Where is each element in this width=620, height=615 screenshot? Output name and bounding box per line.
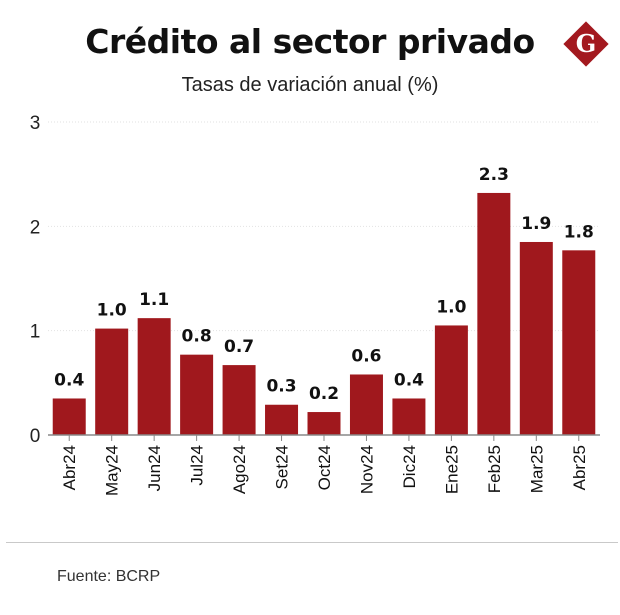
chart-subtitle: Tasas de variación anual (%) — [181, 74, 439, 96]
logo-letter: G — [576, 29, 597, 58]
bar-Abr25 — [562, 250, 596, 435]
bar-Jun24 — [137, 318, 171, 435]
x-tick-label-Ene25: Ene25 — [442, 445, 461, 494]
data-label-Jun24: 1.1 — [139, 290, 169, 310]
x-tick-label-Nov24: Nov24 — [357, 445, 376, 494]
x-tick-label-Oct24: Oct24 — [315, 445, 334, 490]
bar-Nov24 — [349, 374, 383, 435]
y-tick-label-3: 3 — [30, 113, 41, 134]
bar-Oct24 — [307, 412, 341, 435]
bar-Dic24 — [392, 398, 426, 435]
bar-Set24 — [265, 404, 299, 435]
data-label-Ago24: 0.7 — [224, 337, 254, 357]
bar-Mar25 — [519, 241, 553, 435]
footer-divider — [6, 542, 618, 543]
data-label-Jul24: 0.8 — [182, 327, 212, 347]
data-label-Dic24: 0.4 — [394, 370, 424, 390]
data-label-Abr24: 0.4 — [54, 370, 84, 390]
data-label-Feb25: 2.3 — [479, 165, 509, 185]
data-label-May24: 1.0 — [97, 301, 127, 321]
y-tick-label-1: 1 — [30, 322, 41, 343]
x-tick-label-Mar25: Mar25 — [527, 445, 546, 493]
data-label-Ene25: 1.0 — [436, 297, 466, 317]
x-tick-label-Jul24: Jul24 — [188, 445, 207, 486]
data-label-Mar25: 1.9 — [521, 214, 551, 234]
data-label-Abr25: 1.8 — [564, 222, 594, 242]
data-label-Set24: 0.3 — [266, 377, 296, 397]
bar-chart: 0 1 2 3 0.4 Abr24 1.0 May24 1.1 Jun24 0.8 Jul24 0.7 A… — [30, 113, 600, 496]
x-tick-label-Ago24: Ago24 — [230, 445, 249, 494]
source-note: Fuente: BCRP — [57, 568, 161, 585]
bar-Jul24 — [180, 354, 214, 435]
x-tick-label-Jun24: Jun24 — [145, 445, 164, 491]
data-label-Oct24: 0.2 — [309, 384, 339, 404]
bar-May24 — [95, 328, 129, 435]
chart-title: Crédito al sector privado — [85, 22, 535, 61]
x-tick-label-Abr25: Abr25 — [570, 445, 589, 490]
x-tick-label-Set24: Set24 — [273, 445, 292, 489]
x-tick-label-Feb25: Feb25 — [485, 445, 504, 493]
x-tick-label-Dic24: Dic24 — [400, 445, 419, 488]
bar-Ago24 — [222, 365, 256, 435]
y-tick-label-2: 2 — [30, 217, 41, 238]
y-tick-label-0: 0 — [30, 426, 41, 447]
x-tick-label-Abr24: Abr24 — [60, 445, 79, 490]
bar-Abr24 — [52, 398, 86, 435]
data-label-Nov24: 0.6 — [351, 346, 381, 366]
bar-Feb25 — [477, 192, 511, 435]
x-tick-label-May24: May24 — [103, 445, 122, 496]
bar-Ene25 — [434, 325, 468, 435]
gestion-logo-icon: G — [563, 21, 609, 67]
